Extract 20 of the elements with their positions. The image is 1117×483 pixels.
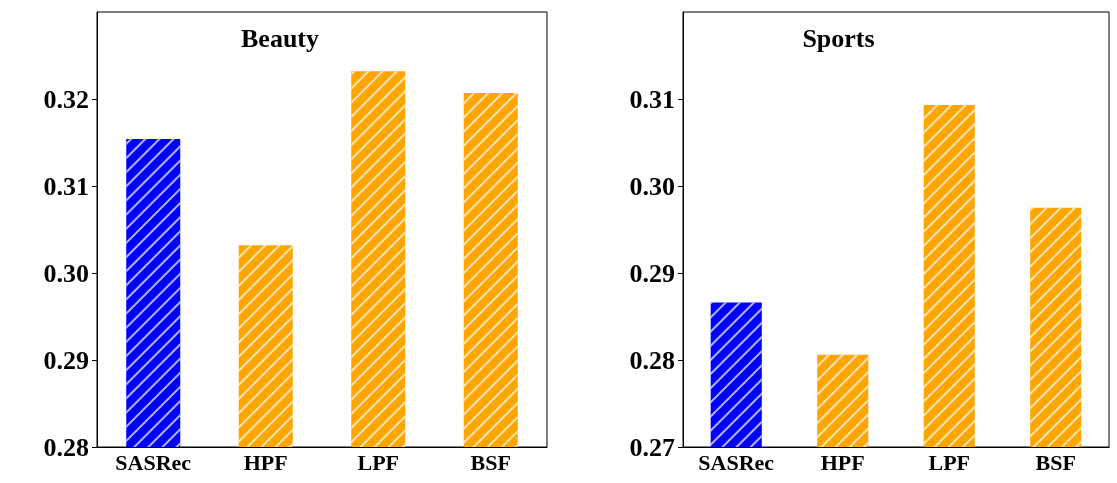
- chart-title: Beauty: [241, 23, 319, 53]
- x-tick-label: SASRec: [115, 449, 192, 475]
- y-tick-label: 0.29: [43, 345, 89, 375]
- x-tick-label: BSF: [470, 449, 511, 475]
- y-tick-label: 0.28: [629, 345, 675, 375]
- y-tick-label: 0.29: [629, 258, 675, 288]
- x-tick-label: BSF: [1035, 449, 1076, 475]
- chart-title: Sports: [802, 23, 875, 53]
- x-tick-label: HPF: [820, 449, 865, 475]
- y-tick-label: 0.32: [43, 84, 89, 114]
- y-tick-label: 0.28: [43, 432, 89, 462]
- y-tick-label: 0.30: [43, 258, 89, 288]
- x-tick-label: LPF: [357, 449, 400, 475]
- x-tick-label: LPF: [928, 449, 971, 475]
- y-tick-label: 0.30: [629, 171, 675, 201]
- y-tick-label: 0.31: [629, 84, 675, 114]
- x-tick-label: HPF: [243, 449, 288, 475]
- x-tick-label: SASRec: [698, 449, 775, 475]
- y-tick-label: 0.27: [629, 432, 675, 462]
- y-tick-label: 0.31: [43, 171, 89, 201]
